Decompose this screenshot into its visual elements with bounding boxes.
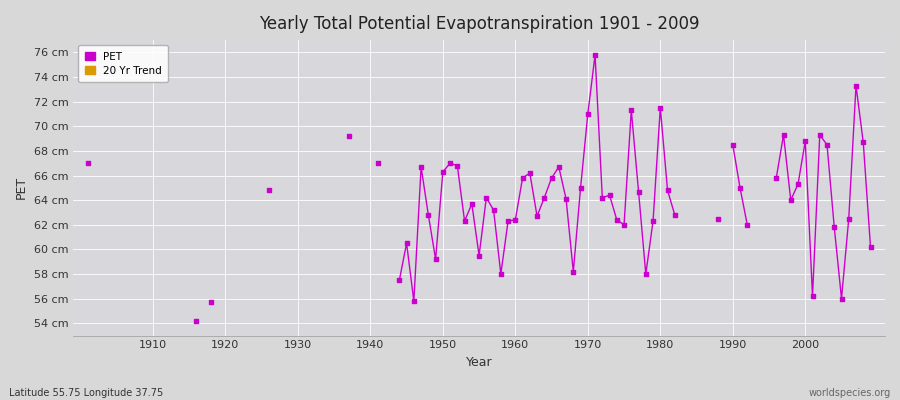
Point <box>428 256 443 262</box>
Point <box>523 170 537 176</box>
Legend: PET, 20 Yr Trend: PET, 20 Yr Trend <box>78 45 168 82</box>
Text: Latitude 55.75 Longitude 37.75: Latitude 55.75 Longitude 37.75 <box>9 388 163 398</box>
Point <box>464 201 479 207</box>
Point <box>639 271 653 277</box>
Text: worldspecies.org: worldspecies.org <box>809 388 891 398</box>
Point <box>842 216 856 222</box>
Y-axis label: PET: PET <box>15 176 28 200</box>
Point <box>203 299 218 306</box>
Point <box>806 293 820 299</box>
Point <box>813 132 827 138</box>
Point <box>624 107 638 114</box>
Point <box>493 271 508 277</box>
Point <box>827 224 842 230</box>
Point <box>770 175 784 181</box>
Point <box>740 222 754 228</box>
Point <box>80 160 94 166</box>
Point <box>371 160 385 166</box>
Point <box>863 244 878 250</box>
Point <box>632 188 646 195</box>
Point <box>341 133 356 139</box>
Point <box>711 216 725 222</box>
Point <box>414 164 428 170</box>
Point <box>450 162 464 169</box>
Point <box>566 268 580 275</box>
Point <box>530 213 544 219</box>
Point <box>421 212 436 218</box>
Point <box>400 240 414 246</box>
Point <box>189 318 203 324</box>
Point <box>508 217 523 223</box>
Point <box>516 175 530 181</box>
Point <box>820 142 834 148</box>
Point <box>407 298 421 304</box>
Point <box>588 52 602 58</box>
Point <box>856 139 870 146</box>
Point <box>501 218 516 224</box>
Point <box>849 82 863 89</box>
Point <box>262 187 276 194</box>
Point <box>479 194 493 201</box>
Point <box>725 142 740 148</box>
Point <box>580 111 595 117</box>
Point <box>544 175 559 181</box>
Point <box>436 169 450 175</box>
Point <box>646 218 661 224</box>
Point <box>733 185 747 191</box>
Point <box>602 192 616 198</box>
Point <box>616 222 631 228</box>
Point <box>798 138 813 144</box>
Point <box>392 277 407 283</box>
Point <box>559 196 573 202</box>
Point <box>472 252 486 259</box>
Point <box>777 132 791 138</box>
Point <box>573 185 588 191</box>
Title: Yearly Total Potential Evapotranspiration 1901 - 2009: Yearly Total Potential Evapotranspiratio… <box>259 15 699 33</box>
Point <box>791 181 806 187</box>
Point <box>552 164 566 170</box>
Point <box>595 194 609 201</box>
Point <box>457 218 472 224</box>
Point <box>486 207 500 213</box>
Point <box>537 194 552 201</box>
Point <box>661 187 675 194</box>
Point <box>609 217 624 223</box>
Point <box>443 160 457 166</box>
Point <box>784 197 798 203</box>
Point <box>653 105 668 111</box>
Point <box>834 296 849 302</box>
Point <box>668 212 682 218</box>
X-axis label: Year: Year <box>466 356 492 369</box>
